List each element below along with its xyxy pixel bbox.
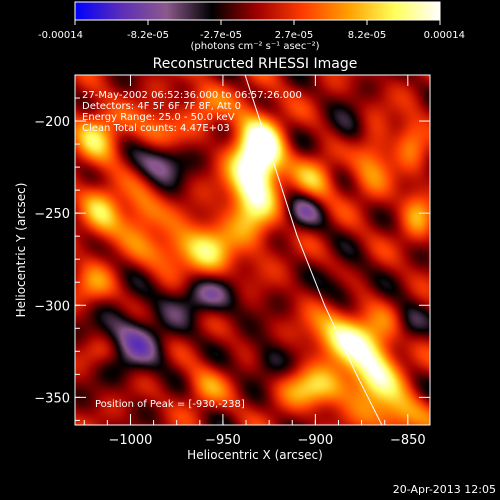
x-axis-tick-label: −1000: [108, 433, 152, 448]
x-axis: −1000 −950 −900 −850: [83, 75, 426, 448]
heatmap-image: [75, 75, 430, 425]
solar-limb-curve: [244, 75, 383, 425]
x-axis-tick-label: −850: [390, 433, 426, 448]
annotation-time-range: 27-May-2002 06:52:36.000 to 06:57:26.000: [82, 90, 302, 101]
colorbar-tick-label: -0.00014: [38, 30, 83, 41]
colorbar-tick-label: -8.2e-05: [127, 30, 169, 41]
x-axis-label: Heliocentric X (arcsec): [187, 448, 323, 462]
peak-position-label: Position of Peak = [-930,-238]: [95, 399, 245, 410]
chart-title: Reconstructed RHESSI Image: [153, 56, 358, 72]
colorbar-ticks: -0.00014 -8.2e-05 -2.7e-05 2.7e-05 8.2e-05 0.…: [38, 20, 465, 41]
colorbar-tick-label: 0.00014: [424, 30, 465, 41]
plot-frame: [74, 74, 431, 426]
footer-timestamp: 20-Apr-2013 12:05: [393, 483, 496, 496]
y-axis-tick-label: −350: [34, 391, 70, 406]
annotation-clean-counts: Clean Total counts: 4.47E+03: [82, 123, 230, 134]
y-axis-label: Heliocentric Y (arcsec): [14, 183, 28, 318]
y-axis-tick-label: −300: [34, 299, 70, 314]
colorbar-unit-label: (photons cm⁻² s⁻¹ asec⁻²): [190, 41, 319, 52]
observation-annotations: 27-May-2002 06:52:36.000 to 06:57:26.000…: [82, 90, 302, 134]
x-axis-tick-label: −950: [205, 433, 241, 448]
x-axis-tick-label: −900: [298, 433, 334, 448]
colorbar: [74, 1, 441, 21]
y-axis-tick-label: −250: [34, 207, 70, 222]
colorbar-tick-label: -2.7e-05: [200, 30, 242, 41]
y-axis-tick-label: −200: [34, 115, 70, 130]
annotation-detectors: Detectors: 4F 5F 6F 7F 8F, Att 0: [82, 101, 241, 112]
colorbar-tick-label: 2.7e-05: [275, 30, 313, 41]
annotation-energy-range: Energy Range: 25.0 - 50.0 keV: [82, 112, 235, 123]
colorbar-tick-label: 8.2e-05: [348, 30, 386, 41]
y-axis: −200 −250 −300 −350: [34, 74, 430, 421]
